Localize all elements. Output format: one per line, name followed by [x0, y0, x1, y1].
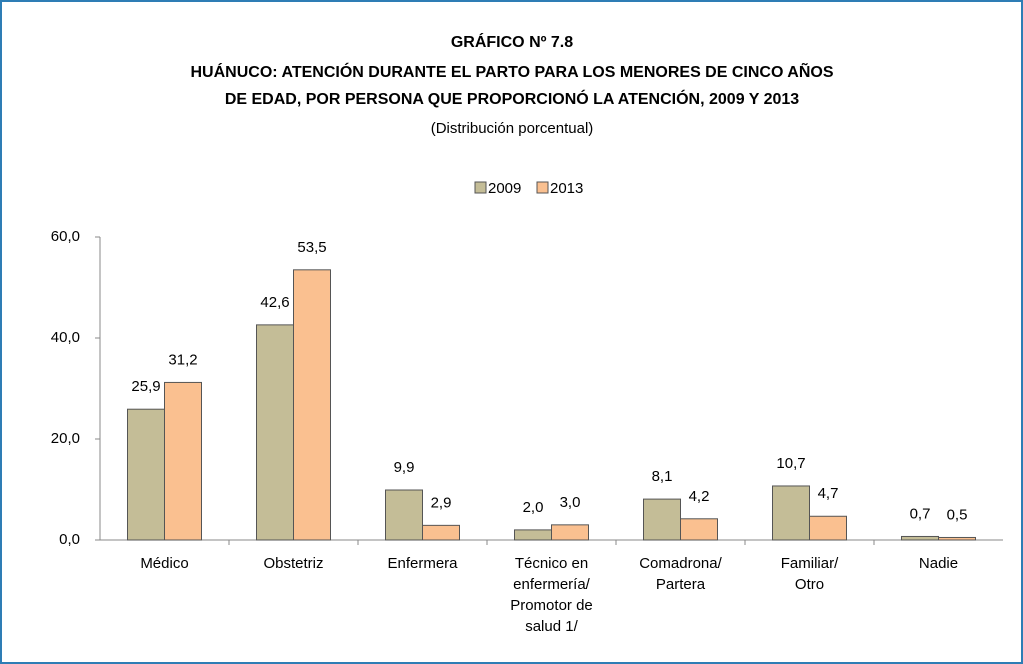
chart-title: GRÁFICO Nº 7.8 — [451, 32, 573, 51]
chart-note: (Distribución porcentual) — [431, 120, 594, 137]
bar — [256, 324, 294, 541]
x-tick-label: Comadrona/Partera — [639, 555, 722, 593]
bar — [643, 498, 681, 541]
legend-label: 2013 — [550, 180, 583, 197]
y-tick-label: 20,0 — [51, 430, 80, 447]
value-label: 9,9 — [394, 459, 415, 476]
legend-swatch — [536, 181, 549, 194]
x-tick-label: Familiar/Otro — [781, 555, 839, 593]
value-label: 31,2 — [168, 351, 197, 368]
value-label: 53,5 — [297, 239, 326, 256]
value-label: 0,7 — [910, 505, 931, 522]
bar — [809, 515, 847, 541]
value-label: 42,6 — [260, 294, 289, 311]
value-label: 25,9 — [131, 378, 160, 395]
value-label: 4,7 — [818, 485, 839, 502]
legend-swatch — [474, 181, 487, 194]
bar — [127, 408, 165, 541]
legend-label: 2009 — [488, 180, 521, 197]
chart-subtitle: HUÁNUCO: ATENCIÓN DURANTE EL PARTO PARA … — [191, 61, 834, 81]
bar — [385, 489, 423, 541]
value-label: 3,0 — [560, 494, 581, 511]
y-tick-label: 0,0 — [59, 531, 80, 548]
bar — [938, 536, 976, 541]
bar — [514, 529, 552, 541]
x-tick-label: Obstetriz — [263, 555, 323, 572]
x-tick-label: Médico — [140, 555, 188, 572]
y-tick-label: 60,0 — [51, 228, 80, 245]
bar — [551, 524, 589, 541]
bar — [422, 524, 460, 541]
bar — [772, 485, 810, 541]
x-tick-label: Nadie — [919, 555, 958, 572]
chart-subtitle: DE EDAD, POR PERSONA QUE PROPORCIONÓ LA … — [225, 89, 799, 108]
value-label: 10,7 — [776, 455, 805, 472]
y-tick-label: 40,0 — [51, 329, 80, 346]
bar — [901, 535, 939, 541]
bar — [293, 269, 331, 541]
value-label: 2,0 — [523, 499, 544, 516]
x-tick-label: Técnico en enfermería/Promotor de salud 1/ — [510, 555, 593, 635]
value-label: 4,2 — [689, 488, 710, 505]
bar — [164, 381, 202, 541]
value-label: 0,5 — [947, 506, 968, 523]
bar — [680, 518, 718, 541]
value-label: 2,9 — [431, 494, 452, 511]
x-tick-label: Enfermera — [387, 555, 458, 572]
value-label: 8,1 — [652, 468, 673, 485]
